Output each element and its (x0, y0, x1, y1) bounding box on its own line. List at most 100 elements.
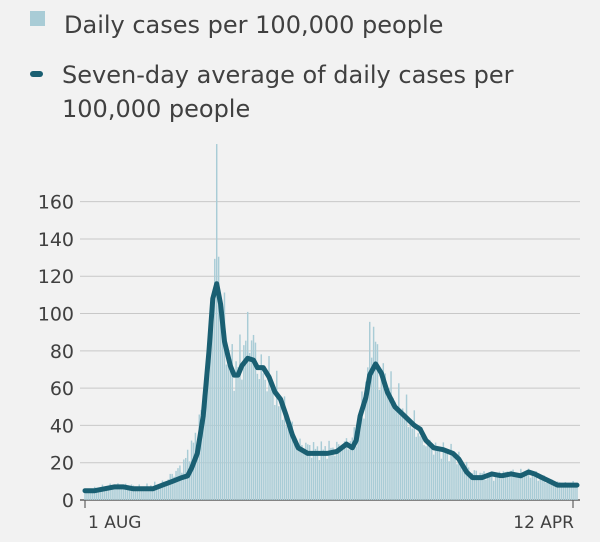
daily-bar (518, 472, 520, 500)
daily-bar (551, 479, 553, 500)
daily-bar (574, 484, 576, 500)
daily-bar (359, 417, 361, 500)
daily-bar (345, 438, 348, 500)
daily-bar (204, 407, 206, 500)
daily-bar (105, 486, 108, 500)
daily-bar (514, 473, 516, 500)
daily-bar (411, 428, 414, 500)
daily-bar (223, 292, 226, 500)
y-tick-label-100: 100 (38, 304, 74, 326)
daily-bar (458, 451, 460, 500)
daily-bar (374, 341, 377, 500)
daily-bar (276, 370, 278, 500)
daily-bar (123, 484, 125, 500)
daily-bar (119, 487, 121, 500)
daily-bars (84, 144, 578, 500)
daily-bar (124, 483, 127, 500)
daily-bar (564, 482, 567, 500)
daily-bar (314, 448, 317, 500)
daily-bar (349, 441, 352, 500)
daily-bar (475, 470, 478, 500)
daily-bar (566, 484, 569, 500)
daily-bar (163, 481, 166, 500)
daily-bar (498, 471, 501, 500)
daily-bar (473, 470, 476, 500)
daily-bar (270, 389, 272, 500)
daily-bar (378, 389, 381, 500)
legend-label-daily-cases: Daily cases per 100,000 people (64, 11, 444, 39)
daily-bar (301, 445, 303, 500)
daily-bar (146, 483, 148, 500)
daily-bar (225, 364, 228, 500)
daily-bar (506, 471, 508, 500)
daily-bar (438, 448, 441, 500)
daily-bar (245, 340, 247, 500)
daily-bar (556, 481, 559, 500)
daily-bar (107, 487, 109, 500)
daily-bar (169, 473, 171, 500)
daily-bar (215, 144, 218, 500)
y-tick-label-120: 120 (38, 266, 74, 288)
daily-bar (491, 472, 493, 500)
daily-bar (237, 367, 239, 500)
daily-bar (485, 479, 487, 500)
daily-bar (328, 440, 330, 500)
legend-item-daily-cases: Daily cases per 100,000 people (30, 8, 443, 42)
daily-bar (347, 449, 350, 500)
daily-bar (308, 445, 311, 500)
daily-bar (246, 311, 249, 500)
daily-bar (405, 394, 408, 500)
daily-bar (167, 479, 170, 500)
daily-bar (312, 442, 315, 500)
daily-bar (520, 468, 522, 500)
daily-bar (496, 474, 499, 500)
daily-bar (568, 485, 570, 500)
daily-bar (415, 436, 417, 500)
legend-swatch-line (30, 71, 44, 77)
daily-bar (227, 350, 230, 500)
daily-bar (109, 483, 111, 500)
daily-bar (165, 481, 168, 500)
daily-bar (316, 446, 319, 500)
daily-bar (266, 391, 268, 500)
daily-bar (250, 340, 253, 500)
daily-bar (489, 475, 491, 500)
daily-bar (183, 459, 185, 500)
daily-bar (388, 388, 390, 500)
legend-swatch-bar (30, 11, 45, 26)
daily-bar (86, 489, 88, 500)
daily-bar (361, 391, 363, 500)
daily-bar (239, 334, 241, 500)
daily-bar (159, 485, 162, 500)
y-tick-label-0: 0 (62, 490, 74, 512)
daily-bar (401, 408, 404, 500)
daily-bar (444, 452, 447, 500)
daily-bar (126, 486, 129, 500)
daily-bar (390, 371, 392, 500)
daily-bar (370, 357, 373, 500)
daily-bar (539, 477, 541, 500)
y-tick-label-60: 60 (50, 378, 74, 400)
daily-bar (150, 485, 152, 500)
daily-bar (535, 471, 538, 500)
daily-bar (338, 444, 340, 500)
daily-bar (547, 480, 549, 500)
y-tick-label-40: 40 (50, 415, 74, 437)
daily-bar (545, 482, 547, 500)
daily-bar (562, 485, 565, 500)
daily-bar (367, 367, 369, 500)
daily-bar (369, 321, 371, 500)
daily-bar (274, 405, 276, 500)
daily-bar (434, 442, 437, 500)
x-tick-label-0: 1 AUG (88, 513, 141, 533)
daily-bar (332, 447, 334, 500)
daily-bar (508, 476, 510, 500)
daily-bar (188, 461, 191, 500)
seven-day-average-line (82, 281, 580, 494)
daily-bar (450, 443, 452, 500)
daily-bar (570, 486, 572, 500)
daily-bar (256, 373, 259, 500)
daily-bar (341, 450, 344, 500)
daily-bar (142, 486, 144, 500)
daily-bar (200, 409, 202, 500)
